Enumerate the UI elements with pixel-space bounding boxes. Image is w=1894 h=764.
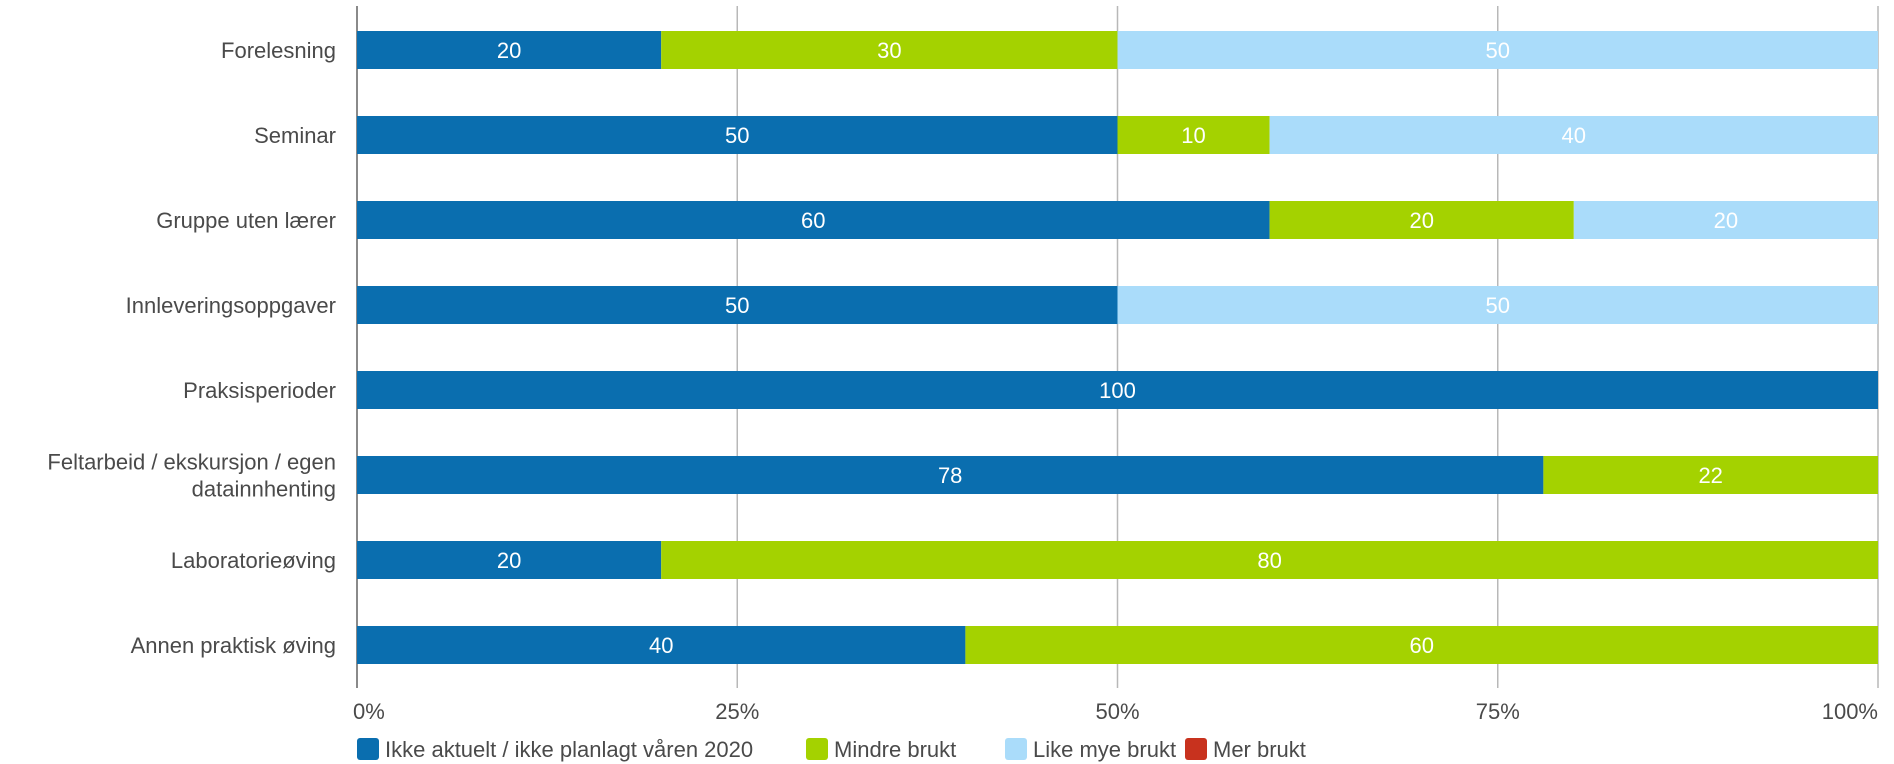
- category-label: Innleveringsoppgaver: [126, 293, 336, 318]
- data-label: 20: [1409, 208, 1433, 233]
- data-label: 20: [1714, 208, 1738, 233]
- bar-segment: [357, 456, 1544, 494]
- data-label: 22: [1698, 463, 1722, 488]
- category-label: Gruppe uten lærer: [156, 208, 336, 233]
- data-label: 40: [649, 633, 673, 658]
- data-label: 78: [938, 463, 962, 488]
- data-label: 50: [1486, 38, 1510, 63]
- legend-label: Mer brukt: [1213, 737, 1306, 762]
- x-axis-ticks: 0% 25% 50% 75% 100%: [353, 699, 1878, 724]
- legend-label: Ikke aktuelt / ikke planlagt våren 2020: [385, 737, 753, 762]
- bar-segment: [1269, 116, 1878, 154]
- category-label-line: Laboratorieøving: [171, 548, 336, 573]
- bar-segment: [661, 541, 1879, 579]
- legend-label: Like mye brukt: [1033, 737, 1176, 762]
- bar-segment: [357, 371, 1878, 409]
- x-tick-label: 75%: [1476, 699, 1520, 724]
- category-label-line: Seminar: [254, 123, 336, 148]
- data-label: 50: [725, 293, 749, 318]
- data-label: 60: [1409, 633, 1433, 658]
- data-label: 20: [497, 38, 521, 63]
- category-label: Feltarbeid / ekskursjon / egen datainnhen…: [47, 450, 336, 502]
- bar-segment: [357, 286, 1118, 324]
- x-tick-label: 100%: [1822, 699, 1878, 724]
- category-label-line: Innleveringsoppgaver: [126, 293, 336, 318]
- legend-swatch: [357, 738, 379, 760]
- grid-lines: [356, 6, 1879, 688]
- category-label: Praksisperioder: [183, 378, 336, 403]
- category-label-line: datainnhenting: [192, 477, 336, 502]
- category-label: Seminar: [254, 123, 336, 148]
- data-label: 50: [725, 123, 749, 148]
- legend-swatch: [1185, 738, 1207, 760]
- bar-segment: [357, 541, 662, 579]
- bar-segment: [1543, 456, 1878, 494]
- data-label: 50: [1486, 293, 1510, 318]
- bar-segments: [357, 31, 1879, 664]
- category-label-line: Forelesning: [221, 38, 336, 63]
- bar-segment: [1117, 31, 1878, 69]
- data-label: 60: [801, 208, 825, 233]
- category-label: Annen praktisk øving: [131, 633, 336, 658]
- bar-segment: [1117, 116, 1270, 154]
- data-label: 40: [1562, 123, 1586, 148]
- legend-swatch: [806, 738, 828, 760]
- bar-segment: [357, 626, 966, 664]
- category-label-line: Annen praktisk øving: [131, 633, 336, 658]
- data-label: 10: [1181, 123, 1205, 148]
- bar-segment: [357, 201, 1270, 239]
- bar-segment: [357, 31, 662, 69]
- data-label: 30: [877, 38, 901, 63]
- bar-segment: [357, 116, 1118, 154]
- category-label-line: Praksisperioder: [183, 378, 336, 403]
- x-tick-label: 0%: [353, 699, 385, 724]
- data-label: 80: [1257, 548, 1281, 573]
- bar-segment: [1269, 201, 1574, 239]
- x-tick-label: 25%: [715, 699, 759, 724]
- category-label: Forelesning: [221, 38, 336, 63]
- data-label: 100: [1099, 378, 1136, 403]
- segment-labels: 20 30 50 50 10 40 60 20 20 50 50 100 78 22 20 80 40 60: [497, 38, 1738, 658]
- legend-swatch: [1005, 738, 1027, 760]
- bar-segment: [1117, 286, 1878, 324]
- category-label-line: Gruppe uten lærer: [156, 208, 336, 233]
- bar-segment: [1573, 201, 1878, 239]
- x-tick-label: 50%: [1095, 699, 1139, 724]
- category-label: Laboratorieøving: [171, 548, 336, 573]
- category-label-line: Feltarbeid / ekskursjon / egen: [47, 450, 336, 475]
- legend-label: Mindre brukt: [834, 737, 956, 762]
- data-label: 20: [497, 548, 521, 573]
- bar-segment: [965, 626, 1878, 664]
- bar-segment: [661, 31, 1118, 69]
- legend: Ikke aktuelt / ikke planlagt våren 2020 M…: [357, 737, 1306, 762]
- category-labels: Forelesning Seminar Gruppe uten lærer Innle…: [47, 38, 336, 658]
